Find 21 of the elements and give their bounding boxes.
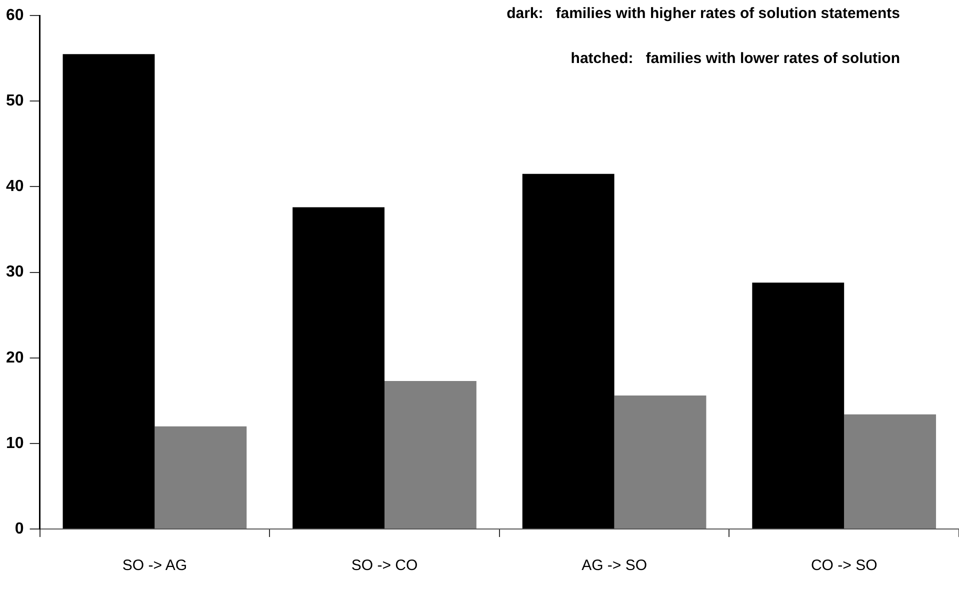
annotation: hatched: families with lower rates of solution bbox=[570, 50, 900, 68]
y-tick-label: 0 bbox=[14, 520, 24, 538]
y-tick-label: 10 bbox=[6, 434, 24, 452]
bar bbox=[522, 174, 614, 528]
y-tick-label: 40 bbox=[6, 178, 24, 196]
x-tick-label: SO -> AG bbox=[122, 557, 187, 574]
y-tick-label: 30 bbox=[6, 264, 24, 281]
y-tick-label: 50 bbox=[6, 92, 24, 110]
bar bbox=[62, 54, 155, 528]
x-tick-label: AG -> SO bbox=[582, 557, 648, 574]
bar bbox=[614, 396, 706, 528]
y-tick-label: 60 bbox=[6, 7, 24, 24]
annotation: dark: families with higher rates of solution statements bbox=[506, 5, 900, 22]
bar bbox=[154, 426, 247, 528]
x-tick-label: SO -> CO bbox=[351, 557, 418, 574]
bar bbox=[752, 282, 844, 528]
y-tick-label: 20 bbox=[6, 349, 24, 366]
bar bbox=[384, 380, 476, 528]
bar bbox=[844, 414, 936, 528]
bar bbox=[292, 207, 384, 528]
x-tick-label: CO -> SO bbox=[810, 557, 878, 574]
